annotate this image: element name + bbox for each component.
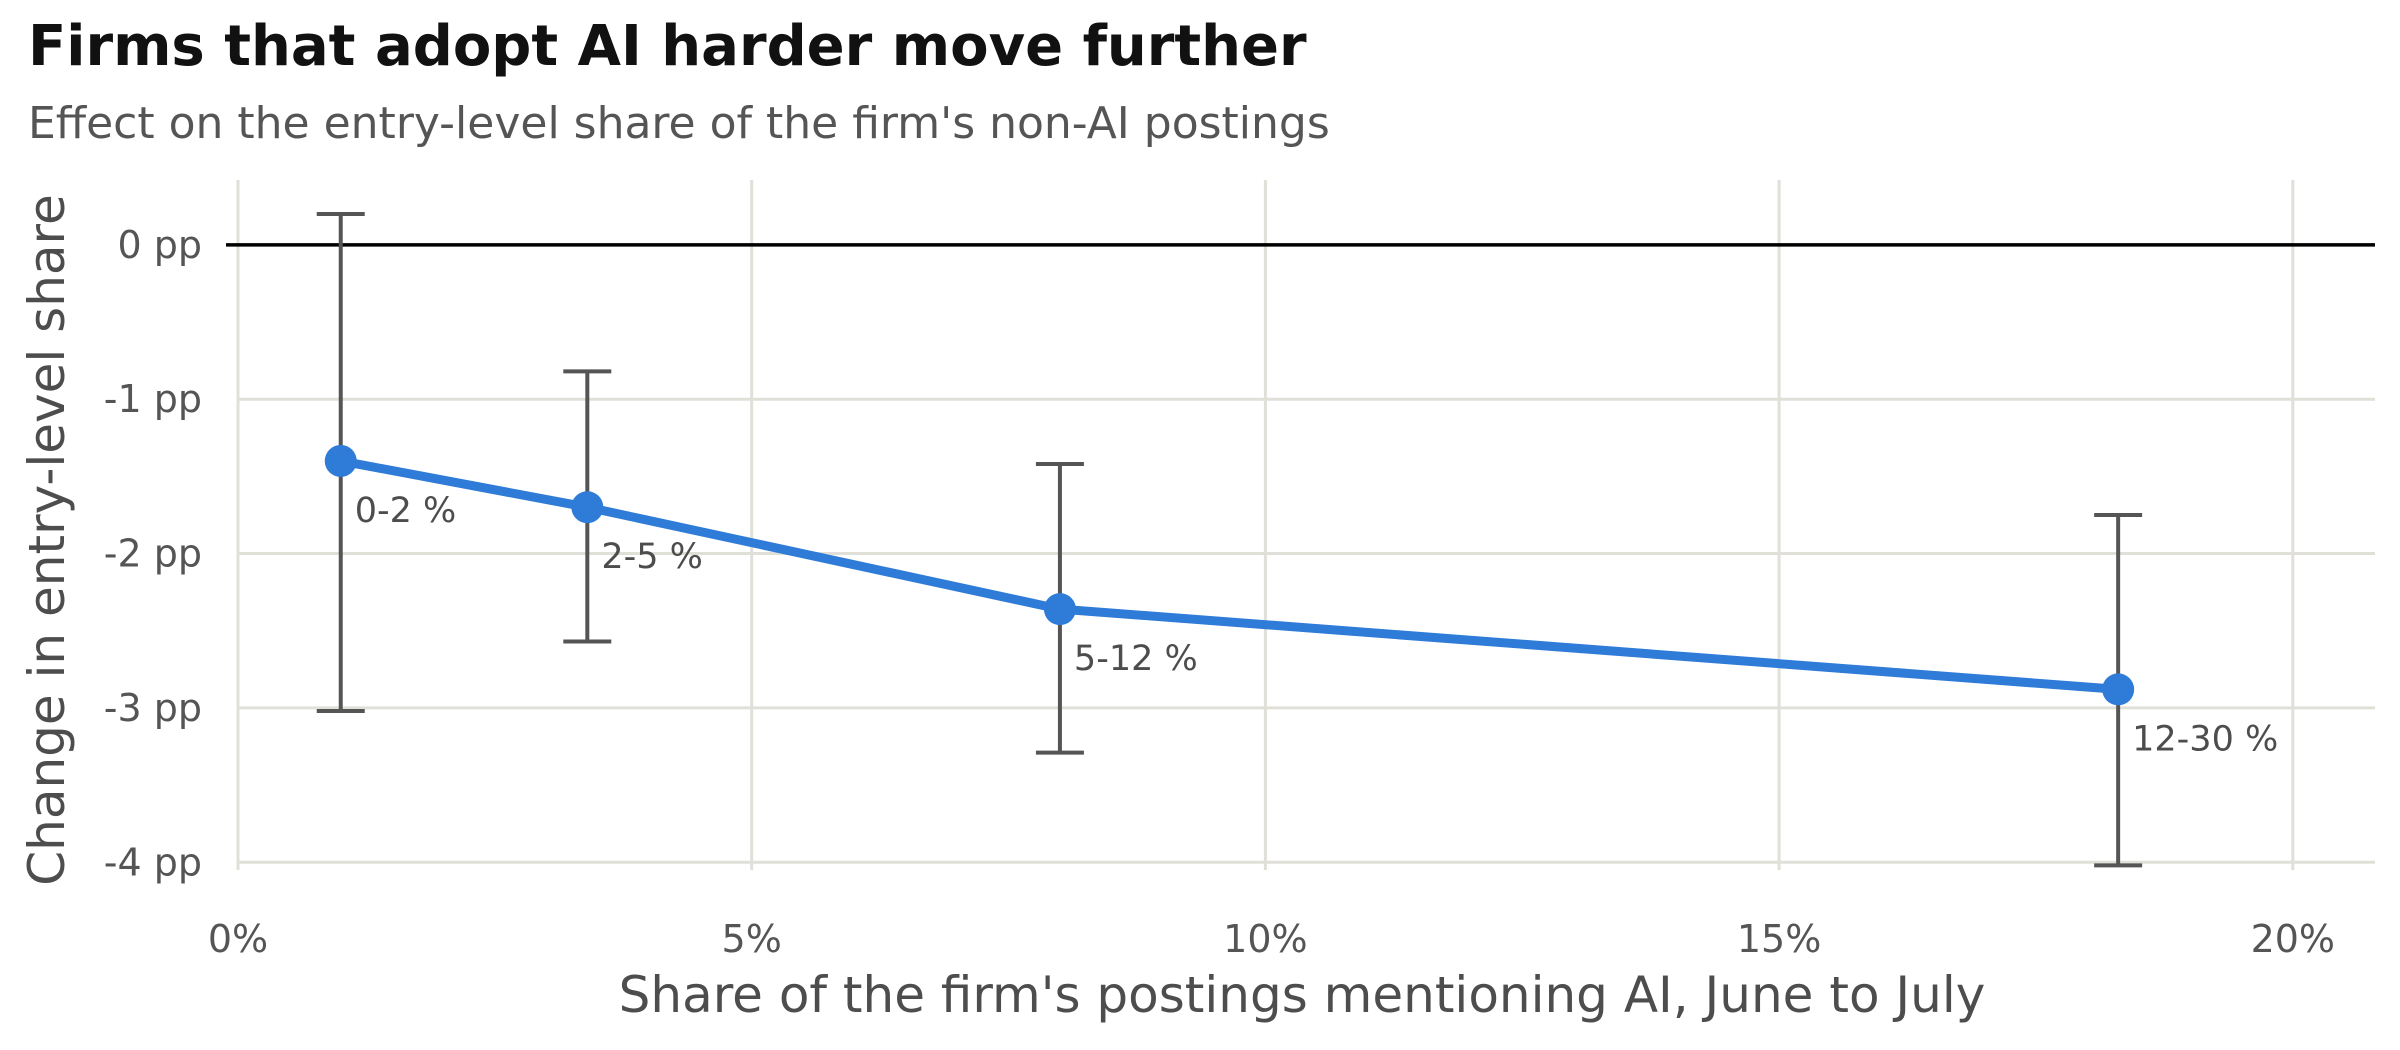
x-tick-label: 20% (2251, 917, 2335, 961)
error-bars (316, 211, 2143, 868)
y-tick-label: -3 pp (104, 686, 202, 730)
x-tick-label: 5% (722, 917, 782, 961)
data-points (324, 444, 2135, 706)
x-tick-label: 10% (1223, 917, 1307, 961)
y-tick-label: -1 pp (104, 377, 202, 421)
x-axis-title: Share of the firm's postings mentioning … (619, 966, 1986, 1024)
x-axis-ticks: 0% 5% 10% 15% 20% (208, 917, 2335, 961)
series-line-group (336, 456, 2123, 694)
series-line (336, 456, 2123, 694)
x-tick-label: 15% (1737, 917, 1821, 961)
data-point (324, 444, 357, 477)
data-point (571, 491, 604, 524)
y-tick-label: 0 pp (118, 223, 203, 267)
data-point (2102, 673, 2135, 706)
data-point (1043, 593, 1076, 626)
data-point-label: 0-2 % (355, 491, 457, 531)
y-axis-title: Change in entry-level share (18, 194, 76, 886)
y-axis-ticks: 0 pp -1 pp -2 pp -3 pp -4 pp (104, 223, 202, 884)
grid-lines (236, 180, 2375, 870)
data-point-label: 5-12 % (1074, 639, 1198, 679)
point-labels: 0-2 % 2-5 % 5-12 % 12-30 % (355, 491, 2279, 759)
chart-subtitle: Effect on the entry-level share of the f… (28, 98, 1330, 149)
y-tick-label: -2 pp (104, 532, 202, 576)
data-point-label: 2-5 % (601, 537, 703, 577)
data-point-label: 12-30 % (2132, 719, 2278, 759)
y-tick-label: -4 pp (104, 840, 202, 884)
chart-title: Firms that adopt AI harder move further (28, 14, 1307, 79)
x-tick-label: 0% (208, 917, 268, 961)
